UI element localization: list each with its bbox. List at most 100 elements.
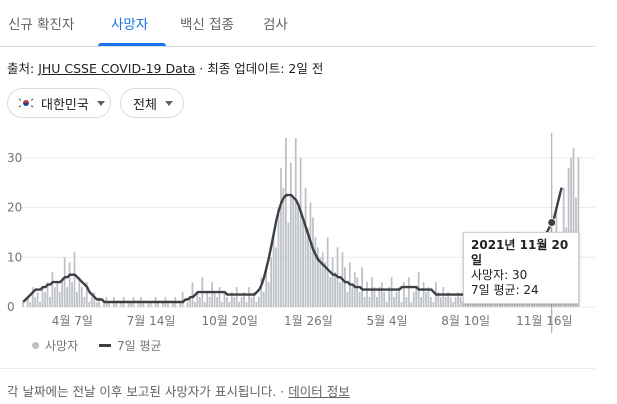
death-bar	[371, 277, 373, 307]
death-bar	[171, 302, 174, 307]
footer-text: 각 날짜에는 전날 이후 보고된 사망자가 표시됩니다. ·	[7, 384, 289, 399]
tab-tests[interactable]: 검사	[263, 17, 288, 33]
death-bar	[334, 272, 336, 307]
death-bar	[226, 297, 228, 307]
death-bar	[93, 292, 96, 307]
death-bar	[29, 302, 32, 307]
death-bar	[245, 302, 248, 307]
chevron-down-icon	[164, 100, 173, 106]
death-bar	[385, 302, 388, 307]
death-bar	[356, 277, 359, 307]
legend-line-icon	[99, 344, 111, 347]
death-bar	[439, 297, 442, 307]
death-bar	[407, 277, 410, 307]
death-bar	[98, 297, 100, 307]
death-bar	[368, 297, 371, 307]
death-bar	[457, 292, 459, 307]
y-tick-label: 20	[7, 201, 22, 215]
death-bar	[253, 292, 255, 307]
death-bar	[297, 207, 300, 307]
death-bar	[363, 297, 366, 307]
death-bar	[287, 222, 290, 307]
scope-dropdown[interactable]: 전체	[120, 88, 184, 118]
death-bar	[58, 292, 61, 307]
death-bar	[314, 237, 317, 307]
death-bar	[149, 302, 152, 307]
x-tick-label: 4월 7일	[52, 314, 93, 328]
death-bar	[321, 252, 324, 307]
death-bar	[292, 197, 295, 307]
death-bar	[120, 302, 123, 307]
country-label: 대한민국	[41, 97, 89, 113]
death-bar	[230, 292, 233, 307]
death-bar	[316, 247, 319, 307]
death-bar	[462, 302, 464, 307]
death-bar	[78, 277, 81, 307]
legend-average-label: 7일 평균	[117, 339, 162, 353]
country-dropdown[interactable]: 대한민국	[7, 88, 111, 118]
death-bar	[189, 297, 191, 307]
death-bar	[427, 287, 430, 307]
death-bar	[415, 287, 418, 307]
death-bar	[299, 157, 302, 307]
source-line: 출처: JHU CSSE COVID-19 Data · 최종 업데이트: 2일…	[7, 58, 323, 77]
death-bar	[22, 302, 24, 307]
death-bar	[388, 287, 391, 307]
death-bar	[447, 292, 450, 307]
death-bar	[329, 277, 332, 307]
death-bar	[41, 287, 44, 307]
death-bar	[267, 282, 270, 307]
death-bar	[484, 302, 486, 307]
y-tick-label: 10	[7, 250, 22, 264]
death-bar	[459, 297, 462, 307]
death-bar	[221, 302, 223, 307]
death-bar	[307, 227, 309, 307]
death-bar	[294, 137, 297, 307]
tab-deaths[interactable]: 사망자	[111, 17, 149, 33]
y-tick-label: 0	[7, 300, 15, 314]
tab-vaccinations[interactable]: 백신 접종	[180, 17, 234, 33]
death-bar	[260, 277, 263, 307]
death-bar	[218, 287, 221, 307]
death-bar	[410, 302, 413, 307]
death-bar	[243, 292, 245, 307]
legend-deaths-label: 사망자	[45, 339, 79, 353]
death-bar	[238, 302, 241, 307]
death-bar	[398, 287, 400, 307]
death-bar	[88, 302, 91, 307]
death-bar	[233, 297, 236, 307]
death-bar	[420, 297, 422, 307]
death-bar	[449, 297, 452, 307]
south-korea-flag-icon	[16, 96, 36, 110]
death-bar	[44, 292, 46, 307]
death-bar	[127, 302, 130, 307]
death-bar	[142, 302, 145, 307]
death-bar	[572, 147, 575, 307]
death-bar	[108, 302, 110, 307]
chart-tooltip: 2021년 11월 20일 사망자: 30 7일 평균: 24	[463, 232, 579, 304]
x-tick-label: 11월 16일	[516, 314, 572, 328]
death-bar	[390, 277, 393, 307]
death-bar	[191, 282, 194, 307]
death-bar	[250, 297, 253, 307]
death-bar	[265, 267, 268, 307]
death-bar	[179, 302, 182, 307]
death-bar	[235, 287, 238, 307]
tab-new-cases[interactable]: 신규 확진자	[8, 17, 75, 33]
source-link[interactable]: JHU CSSE COVID-19 Data	[38, 61, 196, 76]
active-tab-indicator	[98, 43, 166, 46]
death-bar	[213, 292, 216, 307]
death-bar	[211, 282, 214, 307]
death-bar	[493, 302, 496, 307]
death-bar	[31, 287, 34, 307]
death-bar	[403, 282, 405, 307]
death-bar	[90, 297, 93, 307]
death-bar	[277, 207, 280, 307]
death-bar	[425, 292, 427, 307]
chevron-down-icon	[96, 100, 105, 106]
death-bar	[162, 302, 164, 307]
death-bar	[115, 302, 118, 307]
death-bar	[198, 297, 201, 307]
data-info-link[interactable]: 데이터 정보	[288, 384, 350, 399]
death-bar	[137, 302, 140, 307]
